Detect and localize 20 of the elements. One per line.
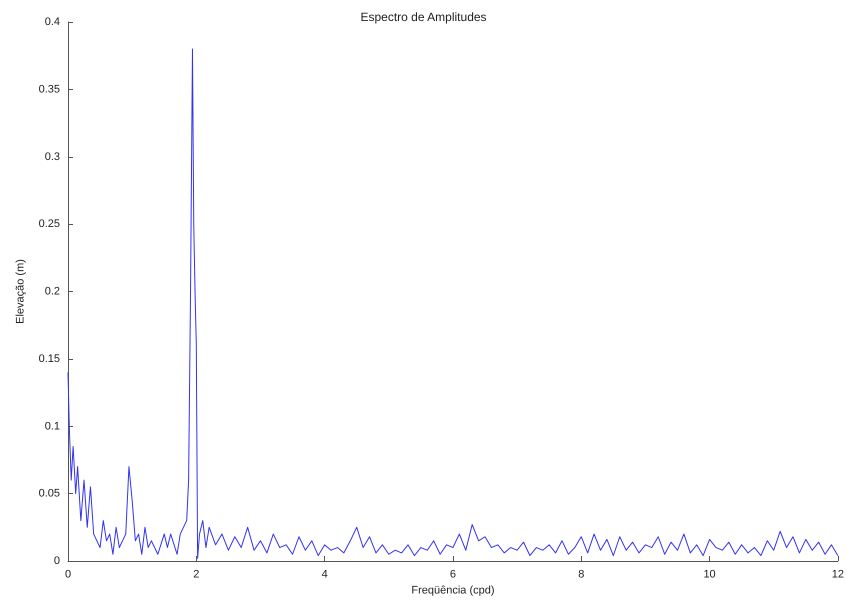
y-tick-label: 0.3 — [44, 150, 60, 163]
x-tick-label: 0 — [64, 568, 72, 580]
y-tick-label: 0.25 — [38, 218, 60, 230]
x-tick-label: 12 — [832, 568, 844, 580]
y-tick-label: 0.2 — [44, 286, 60, 298]
x-axis-title: Freqüência (cpd) — [411, 584, 495, 596]
y-tick-label: 0.15 — [38, 352, 60, 365]
y-axis-title: Elevação (m) — [14, 259, 26, 324]
y-tick-label: 0.05 — [38, 488, 60, 500]
y-tick-label: 0.35 — [38, 83, 60, 96]
x-tick-label: 6 — [450, 568, 456, 580]
x-tick-label: 8 — [578, 568, 584, 580]
x-tick-label: 2 — [193, 568, 200, 580]
y-tick-label: 0.4 — [44, 16, 60, 28]
y-tick-label: 0 — [54, 555, 60, 567]
chart-title: Espectro de Amplitudes — [360, 10, 487, 24]
y-tick-label: 0.1 — [44, 420, 60, 432]
line-series — [68, 48, 838, 559]
x-tick-label: 10 — [703, 568, 716, 580]
x-tick-label: 4 — [322, 568, 328, 580]
